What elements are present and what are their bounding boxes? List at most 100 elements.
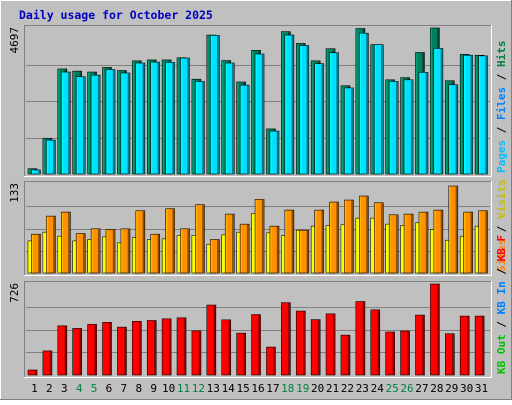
bar bbox=[150, 61, 161, 175]
x-tick-label: 12 bbox=[192, 382, 205, 395]
series-sites bbox=[31, 185, 488, 274]
bar bbox=[284, 34, 295, 175]
bar bbox=[150, 233, 161, 274]
bar bbox=[269, 130, 280, 175]
bar bbox=[463, 54, 473, 175]
legend-entry-visits: Visits bbox=[495, 179, 508, 219]
bar bbox=[135, 62, 146, 175]
bar bbox=[120, 72, 131, 175]
bar bbox=[210, 35, 220, 175]
bar bbox=[388, 81, 399, 175]
x-tick-label: 27 bbox=[415, 382, 428, 395]
bar bbox=[385, 331, 395, 376]
bar bbox=[314, 63, 324, 175]
x-tick-label: 21 bbox=[326, 382, 339, 395]
bar bbox=[444, 333, 455, 376]
x-tick-label: 10 bbox=[162, 382, 175, 395]
x-tick-label: 16 bbox=[251, 382, 264, 395]
bar bbox=[254, 199, 265, 274]
bar bbox=[46, 139, 56, 175]
bar bbox=[344, 87, 354, 175]
bar bbox=[180, 228, 190, 274]
bar bbox=[165, 208, 175, 274]
bar bbox=[31, 169, 41, 175]
bar bbox=[165, 62, 175, 175]
chart-panels: 4697 Pages / Files / Hits 133 Sites / Visit… bbox=[8, 25, 508, 378]
x-tick-label: 23 bbox=[356, 382, 369, 395]
bar bbox=[370, 309, 381, 376]
bar bbox=[459, 315, 470, 376]
bar bbox=[340, 334, 351, 376]
bar bbox=[195, 81, 205, 175]
bar bbox=[105, 69, 116, 175]
bar bbox=[210, 239, 220, 274]
bar bbox=[403, 79, 414, 175]
bar bbox=[132, 321, 142, 376]
bar bbox=[299, 45, 310, 175]
x-tick-label: 31 bbox=[475, 382, 488, 395]
bar bbox=[478, 210, 488, 274]
bar bbox=[355, 301, 366, 376]
bar bbox=[329, 201, 339, 274]
legend: KB Out / KB In / KB F bbox=[495, 235, 508, 374]
x-tick-label: 15 bbox=[236, 382, 249, 395]
bar bbox=[161, 318, 172, 376]
legend-entry-pages: Pages bbox=[495, 140, 508, 173]
panel-kb-in-out: 726 KB Out / KB In / KB F bbox=[8, 235, 508, 378]
bar bbox=[388, 214, 399, 274]
bar bbox=[61, 71, 71, 175]
bar bbox=[474, 315, 485, 376]
legend-entry-sites: Sites bbox=[495, 239, 508, 272]
panel-hits-files-pages: 4697 Pages / Files / Hits bbox=[8, 25, 508, 177]
x-tick-label: 20 bbox=[311, 382, 324, 395]
y-max-label: 726 bbox=[8, 283, 21, 303]
bar bbox=[433, 209, 444, 274]
bar bbox=[433, 48, 444, 175]
bar bbox=[224, 213, 235, 274]
bar bbox=[42, 350, 53, 376]
bar bbox=[373, 202, 384, 274]
bar bbox=[478, 55, 488, 175]
bar bbox=[61, 211, 71, 274]
bar bbox=[448, 185, 459, 274]
bar bbox=[90, 228, 101, 274]
legend-separator: / bbox=[495, 67, 508, 87]
x-tick-label: 25 bbox=[386, 382, 399, 395]
legend: Sites / Visits bbox=[495, 179, 508, 272]
legend-separator: / bbox=[495, 219, 508, 239]
bar bbox=[344, 199, 354, 274]
bar bbox=[239, 223, 250, 274]
chart-title: Daily usage for October 2025 bbox=[19, 8, 213, 22]
bar bbox=[75, 233, 86, 274]
x-tick-label: 7 bbox=[121, 382, 128, 395]
bar bbox=[269, 225, 280, 274]
x-tick-label: 18 bbox=[281, 382, 294, 395]
x-tick-label: 3 bbox=[61, 382, 68, 395]
bar bbox=[57, 325, 68, 376]
bar bbox=[251, 314, 261, 376]
bar bbox=[448, 84, 459, 175]
bar bbox=[72, 328, 83, 376]
bar bbox=[117, 326, 127, 376]
bar bbox=[105, 229, 116, 274]
series-kb-f bbox=[27, 283, 485, 376]
bar bbox=[176, 317, 187, 376]
bar bbox=[418, 72, 429, 175]
bar bbox=[329, 52, 339, 175]
legend-entry-kb-f: KB F bbox=[495, 235, 508, 262]
x-tick-label: 17 bbox=[266, 382, 279, 395]
bar bbox=[90, 74, 101, 175]
bar bbox=[236, 332, 246, 376]
bar bbox=[191, 330, 202, 376]
x-tick-label: 29 bbox=[445, 382, 458, 395]
bar bbox=[400, 330, 410, 376]
x-tick-label: 26 bbox=[400, 382, 413, 395]
bar bbox=[195, 204, 205, 274]
bar bbox=[266, 346, 276, 376]
bar bbox=[46, 215, 56, 274]
bar bbox=[27, 369, 38, 376]
x-tick-label: 8 bbox=[135, 382, 142, 395]
bar bbox=[254, 53, 265, 175]
x-tick-label: 19 bbox=[296, 382, 309, 395]
